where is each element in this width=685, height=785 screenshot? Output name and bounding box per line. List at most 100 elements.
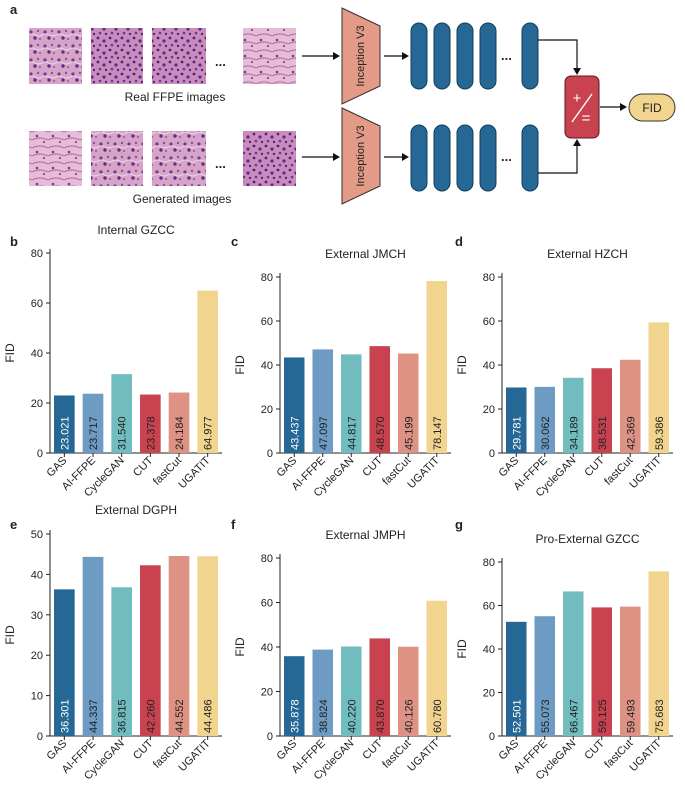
x-tick-label: CUT	[360, 737, 385, 762]
bar-value-label: 38.531	[597, 416, 609, 450]
feature-capsule	[479, 124, 497, 192]
feature-capsule	[433, 124, 451, 192]
bar-value-label: 40.126	[403, 699, 415, 733]
bar-value-label: 23.021	[59, 416, 71, 450]
y-axis-label: FID	[455, 639, 469, 659]
equals-icon: =	[582, 110, 591, 127]
y-tick-label: 0	[267, 731, 273, 743]
bar-cut	[591, 368, 613, 453]
x-tick-label: UGATIT	[405, 454, 442, 491]
bar-fastcut	[619, 606, 641, 736]
ellipsis-features: ...	[501, 149, 512, 164]
bar-gas	[505, 387, 527, 453]
connector-line	[538, 39, 578, 68]
bar-value-label: 64.977	[203, 416, 215, 450]
bar-value-label: 31.540	[117, 416, 129, 450]
y-tick-label: 50	[31, 529, 43, 541]
y-tick-label: 0	[37, 731, 43, 743]
y-tick-label: 60	[483, 316, 495, 328]
bar-gas	[283, 656, 305, 736]
y-tick-label: 80	[483, 272, 495, 284]
bar-cut	[369, 346, 391, 453]
chart-title: External JMPH	[325, 528, 405, 542]
chart-panel-b: b Internal GZCC FID 0 20 40 60 80 23.021 GAS 23.71…	[3, 223, 222, 499]
bar-value-label: 75.683	[654, 699, 666, 733]
bar-value-label: 45.199	[403, 416, 415, 450]
feature-capsule	[410, 22, 428, 90]
x-tick-label: UGATIT	[627, 737, 664, 774]
bar-ugatit	[426, 281, 448, 453]
bar-cut	[140, 565, 161, 736]
bar-fastcut	[168, 556, 190, 736]
y-tick-label: 0	[267, 448, 273, 460]
y-tick-label: 60	[31, 298, 43, 310]
bar-cyclegan	[340, 646, 362, 736]
real-image-thumbnail	[29, 28, 82, 84]
y-axis-label: FID	[3, 343, 17, 363]
real-image-thumbnail	[152, 28, 206, 84]
x-tick-label: UGATIT	[627, 454, 664, 491]
bar-value-label: 44.486	[203, 699, 215, 733]
bar-value-label: 78.147	[432, 416, 444, 450]
y-tick-label: 80	[261, 272, 273, 284]
x-tick-label: CUT	[131, 454, 156, 479]
bar-cyclegan	[340, 354, 362, 453]
bar-cut	[369, 638, 391, 736]
panel-label-g: g	[455, 517, 463, 532]
bar-gas	[54, 589, 75, 736]
arrow-head	[402, 153, 409, 161]
y-tick-label: 60	[483, 601, 495, 613]
bar-fastcut	[168, 392, 190, 453]
y-tick-label: 80	[261, 553, 273, 565]
panel-a-schematic: a ... Real FFPE images ... Generated ima…	[10, 2, 676, 206]
chart-panel-f: f External JMPH FID 0 20 40 60 80 35.878 GAS 38.82…	[231, 517, 451, 782]
generated-image-thumbnail	[243, 131, 296, 186]
bar-ai-ffpe	[312, 649, 334, 736]
bar-value-label: 23.717	[88, 416, 100, 450]
bar-value-label: 44.337	[88, 699, 100, 733]
y-tick-label: 0	[489, 731, 495, 743]
bar-value-label: 24.184	[174, 416, 186, 450]
y-axis-label: FID	[3, 625, 17, 645]
bar-value-label: 43.437	[289, 416, 301, 450]
bar-gas	[283, 357, 305, 453]
y-tick-label: 20	[483, 404, 495, 416]
chart-title: Internal GZCC	[97, 223, 175, 237]
y-tick-label: 30	[31, 610, 43, 622]
ellipsis-real: ...	[215, 54, 226, 69]
feature-capsule	[433, 22, 451, 90]
y-tick-label: 0	[37, 448, 43, 460]
chart-title: Pro-External GZCC	[535, 532, 639, 546]
generated-images-caption: Generated images	[133, 192, 232, 206]
bar-value-label: 66.467	[568, 699, 580, 733]
arrow-head	[333, 52, 340, 60]
bar-value-label: 35.878	[289, 699, 301, 733]
bar-value-label: 30.062	[540, 416, 552, 450]
bar-ai-ffpe	[534, 616, 556, 736]
feature-capsule	[456, 124, 474, 192]
chart-title: External DGPH	[95, 503, 177, 517]
bar-value-label: 47.097	[318, 416, 330, 450]
bar-gas	[54, 395, 75, 453]
y-tick-label: 60	[261, 598, 273, 610]
panel-label-a: a	[10, 2, 18, 17]
feature-capsule	[521, 124, 539, 192]
bar-value-label: 44.552	[174, 699, 186, 733]
feature-capsule	[410, 124, 428, 192]
panel-label-b: b	[10, 234, 18, 249]
x-tick-label: GAS	[45, 738, 70, 763]
bar-value-label: 36.301	[59, 699, 71, 733]
x-tick-label: GAS	[45, 455, 70, 480]
x-tick-label: GAS	[496, 455, 521, 480]
y-tick-label: 40	[261, 360, 273, 372]
bar-value-label: 29.781	[511, 416, 523, 450]
x-tick-label: GAS	[274, 455, 299, 480]
chart-panel-d: d External HZCH FID 0 20 40 60 80 29.781 GAS 30.06…	[455, 234, 673, 499]
x-tick-label: GAS	[496, 738, 521, 763]
bar-value-label: 60.780	[432, 699, 444, 733]
bar-cut	[140, 394, 161, 453]
bar-value-label: 52.501	[511, 699, 523, 733]
x-tick-label: UGATIT	[405, 737, 442, 774]
